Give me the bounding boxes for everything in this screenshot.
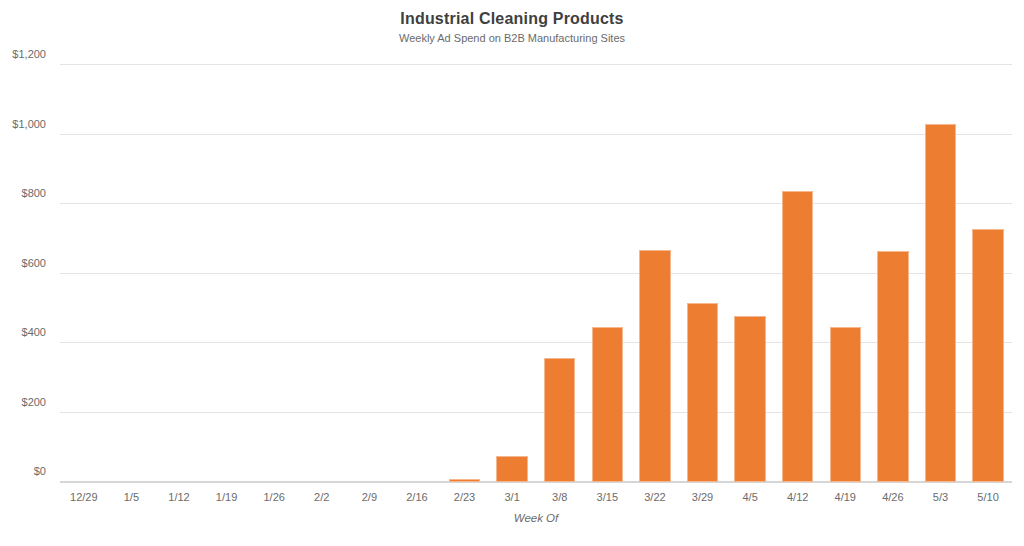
bar-slot-3-29: [679, 65, 727, 482]
x-tick-label: 3/1: [488, 491, 536, 503]
x-axis-tick-labels: 12/291/51/121/191/262/22/92/162/233/13/8…: [60, 491, 1012, 503]
bar-slot-3-8: [536, 65, 584, 482]
bar-2-23: [449, 479, 480, 482]
bar-slot-3-1: [488, 65, 536, 482]
bar-5-10: [972, 229, 1003, 482]
bar-slot-1-12: [155, 65, 203, 482]
bar-4-12: [782, 191, 813, 482]
bar-4-5: [734, 316, 765, 482]
x-tick-label: 4/5: [726, 491, 774, 503]
bar-slot-1-19: [203, 65, 251, 482]
x-tick-label: 2/2: [298, 491, 346, 503]
y-tick-label: $400: [0, 327, 46, 338]
bar-3-15: [592, 327, 623, 482]
bar-3-1: [496, 456, 527, 482]
x-tick-label: 4/26: [869, 491, 917, 503]
x-tick-label: 2/16: [393, 491, 441, 503]
bar-slot-2-23: [441, 65, 489, 482]
bar-slot-3-22: [631, 65, 679, 482]
bar-slot-5-10: [964, 65, 1012, 482]
x-tick-label: 1/12: [155, 491, 203, 503]
bar-3-29: [687, 303, 718, 482]
x-tick-label: 5/3: [917, 491, 965, 503]
y-tick-label: $600: [0, 258, 46, 269]
bar-4-19: [830, 327, 861, 482]
y-tick-label: $1,200: [0, 49, 46, 60]
bar-slot-1-26: [250, 65, 298, 482]
x-tick-label: 3/15: [584, 491, 632, 503]
bar-slot-12-29: [60, 65, 108, 482]
bar-slot-2-16: [393, 65, 441, 482]
plot-area: $0$200$400$600$800$1,000$1,200 12/291/51…: [60, 65, 1012, 482]
y-tick-label: $0: [0, 466, 46, 477]
y-tick-label: $200: [0, 397, 46, 408]
bar-slot-3-15: [584, 65, 632, 482]
x-tick-label: 12/29: [60, 491, 108, 503]
x-axis-title: Week Of: [60, 512, 1012, 524]
y-tick-label: $800: [0, 188, 46, 199]
x-tick-label: 5/10: [964, 491, 1012, 503]
x-tick-label: 3/8: [536, 491, 584, 503]
x-tick-label: 4/19: [822, 491, 870, 503]
bar-4-26: [877, 251, 908, 482]
x-tick-label: 2/9: [346, 491, 394, 503]
bars-row: [60, 65, 1012, 482]
bar-3-8: [544, 358, 575, 482]
bar-slot-2-2: [298, 65, 346, 482]
y-tick-label: $1,000: [0, 119, 46, 130]
x-tick-label: 1/19: [203, 491, 251, 503]
bar-chart: Industrial Cleaning Products Weekly Ad S…: [0, 0, 1024, 546]
bar-slot-4-26: [869, 65, 917, 482]
x-tick-label: 4/12: [774, 491, 822, 503]
x-tick-label: 2/23: [441, 491, 489, 503]
x-tick-label: 3/29: [679, 491, 727, 503]
bar-slot-1-5: [108, 65, 156, 482]
bar-slot-4-19: [822, 65, 870, 482]
bar-slot-4-5: [726, 65, 774, 482]
bar-3-22: [639, 250, 670, 482]
chart-title: Industrial Cleaning Products: [0, 10, 1024, 28]
bar-slot-5-3: [917, 65, 965, 482]
chart-subtitle: Weekly Ad Spend on B2B Manufacturing Sit…: [0, 32, 1024, 44]
bar-slot-4-12: [774, 65, 822, 482]
bar-5-3: [925, 124, 956, 482]
bar-slot-2-9: [346, 65, 394, 482]
x-tick-label: 1/5: [108, 491, 156, 503]
x-tick-label: 1/26: [250, 491, 298, 503]
x-tick-label: 3/22: [631, 491, 679, 503]
